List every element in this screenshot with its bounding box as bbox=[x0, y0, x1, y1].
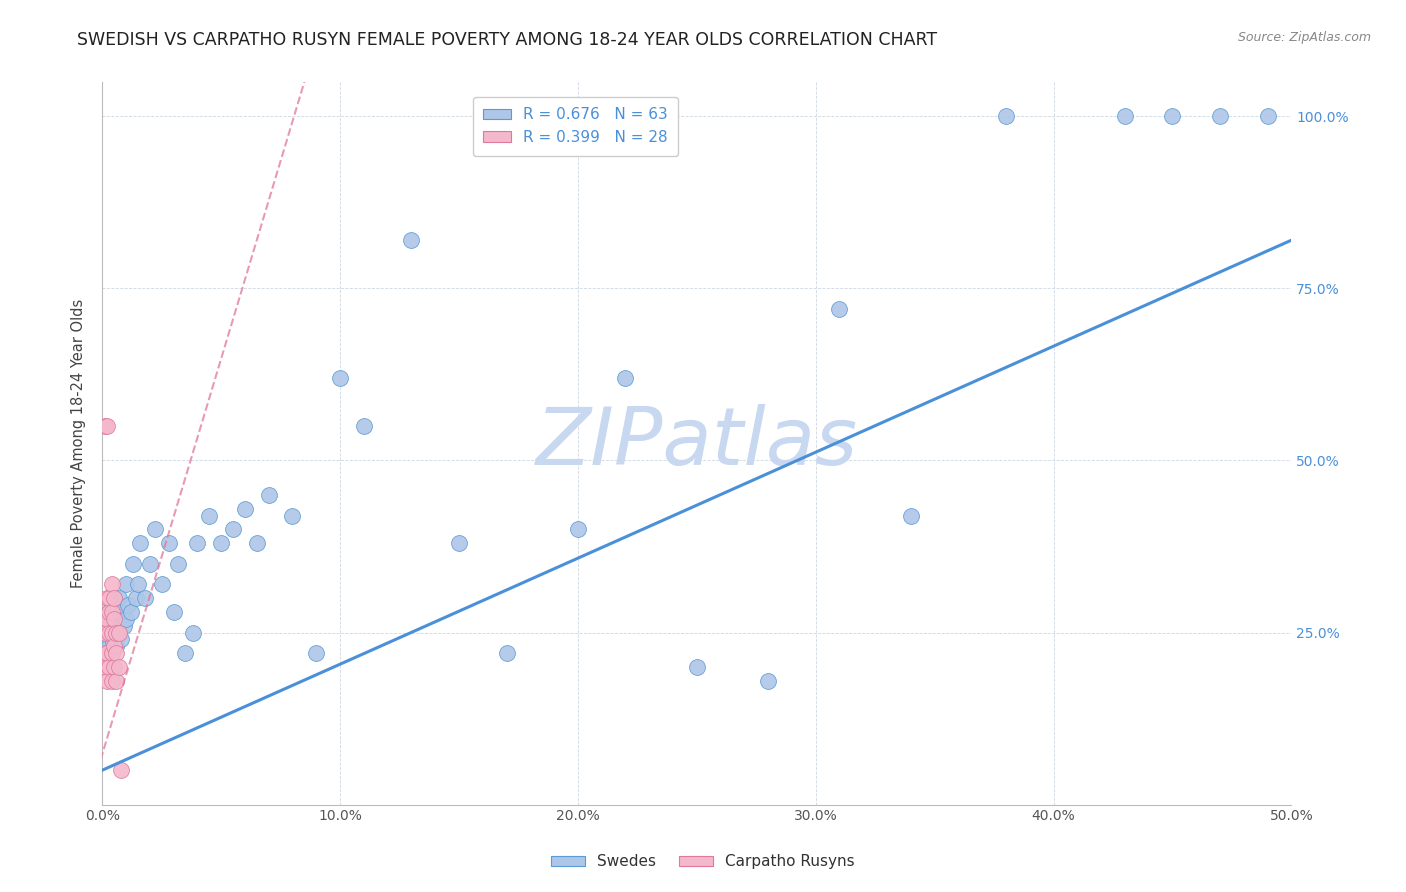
Point bbox=[103, 640, 125, 654]
Text: ZIPatlas: ZIPatlas bbox=[536, 404, 858, 483]
Point bbox=[98, 625, 121, 640]
Point bbox=[105, 625, 128, 640]
Point bbox=[143, 522, 166, 536]
Point bbox=[198, 508, 221, 523]
Point bbox=[828, 301, 851, 316]
Point bbox=[93, 419, 115, 434]
Point bbox=[157, 536, 180, 550]
Point bbox=[110, 605, 132, 619]
Point bbox=[1257, 109, 1279, 123]
Point bbox=[96, 625, 118, 640]
Point bbox=[103, 591, 125, 606]
Point bbox=[96, 591, 118, 606]
Legend: Swedes, Carpatho Rusyns: Swedes, Carpatho Rusyns bbox=[546, 848, 860, 875]
Point bbox=[96, 646, 118, 660]
Point bbox=[756, 673, 779, 688]
Point bbox=[100, 646, 122, 660]
Point bbox=[127, 577, 149, 591]
Text: SWEDISH VS CARPATHO RUSYN FEMALE POVERTY AMONG 18-24 YEAR OLDS CORRELATION CHART: SWEDISH VS CARPATHO RUSYN FEMALE POVERTY… bbox=[77, 31, 938, 49]
Text: Source: ZipAtlas.com: Source: ZipAtlas.com bbox=[1237, 31, 1371, 45]
Point bbox=[117, 598, 139, 612]
Point bbox=[233, 501, 256, 516]
Point bbox=[353, 419, 375, 434]
Legend: R = 0.676   N = 63, R = 0.399   N = 28: R = 0.676 N = 63, R = 0.399 N = 28 bbox=[472, 96, 678, 156]
Point bbox=[93, 625, 115, 640]
Point bbox=[124, 591, 146, 606]
Point bbox=[105, 605, 128, 619]
Point bbox=[103, 591, 125, 606]
Point bbox=[108, 591, 131, 606]
Point bbox=[93, 660, 115, 674]
Point bbox=[614, 371, 637, 385]
Point bbox=[96, 646, 118, 660]
Point bbox=[167, 557, 190, 571]
Point bbox=[447, 536, 470, 550]
Point bbox=[98, 605, 121, 619]
Point bbox=[96, 419, 118, 434]
Point bbox=[246, 536, 269, 550]
Point bbox=[93, 646, 115, 660]
Point bbox=[110, 763, 132, 777]
Point bbox=[98, 591, 121, 606]
Point bbox=[98, 660, 121, 674]
Point bbox=[994, 109, 1017, 123]
Point bbox=[103, 660, 125, 674]
Point bbox=[686, 660, 709, 674]
Point bbox=[1114, 109, 1136, 123]
Point bbox=[139, 557, 162, 571]
Point bbox=[96, 612, 118, 626]
Point bbox=[103, 625, 125, 640]
Y-axis label: Female Poverty Among 18-24 Year Olds: Female Poverty Among 18-24 Year Olds bbox=[72, 299, 86, 588]
Point bbox=[209, 536, 232, 550]
Point bbox=[100, 632, 122, 647]
Point bbox=[495, 646, 517, 660]
Point bbox=[186, 536, 208, 550]
Point bbox=[105, 640, 128, 654]
Point bbox=[181, 625, 204, 640]
Point bbox=[108, 625, 131, 640]
Point bbox=[100, 673, 122, 688]
Point bbox=[1161, 109, 1184, 123]
Point bbox=[100, 598, 122, 612]
Point bbox=[105, 673, 128, 688]
Point bbox=[110, 632, 132, 647]
Point bbox=[567, 522, 589, 536]
Point bbox=[134, 591, 156, 606]
Point bbox=[103, 612, 125, 626]
Point bbox=[122, 557, 145, 571]
Point bbox=[257, 488, 280, 502]
Point bbox=[100, 605, 122, 619]
Point bbox=[100, 577, 122, 591]
Point bbox=[96, 612, 118, 626]
Point bbox=[100, 625, 122, 640]
Point bbox=[115, 577, 138, 591]
Point bbox=[96, 673, 118, 688]
Point bbox=[105, 646, 128, 660]
Point bbox=[1209, 109, 1232, 123]
Point bbox=[401, 233, 423, 247]
Point bbox=[305, 646, 328, 660]
Point bbox=[115, 612, 138, 626]
Point bbox=[112, 618, 135, 632]
Point bbox=[100, 646, 122, 660]
Point bbox=[281, 508, 304, 523]
Point bbox=[93, 618, 115, 632]
Point bbox=[900, 508, 922, 523]
Point bbox=[129, 536, 152, 550]
Point bbox=[98, 618, 121, 632]
Point bbox=[98, 640, 121, 654]
Point bbox=[222, 522, 245, 536]
Point bbox=[103, 612, 125, 626]
Point bbox=[150, 577, 173, 591]
Point bbox=[93, 632, 115, 647]
Point bbox=[108, 625, 131, 640]
Point bbox=[108, 660, 131, 674]
Point bbox=[174, 646, 197, 660]
Point bbox=[329, 371, 352, 385]
Point bbox=[98, 605, 121, 619]
Point bbox=[162, 605, 184, 619]
Point bbox=[120, 605, 142, 619]
